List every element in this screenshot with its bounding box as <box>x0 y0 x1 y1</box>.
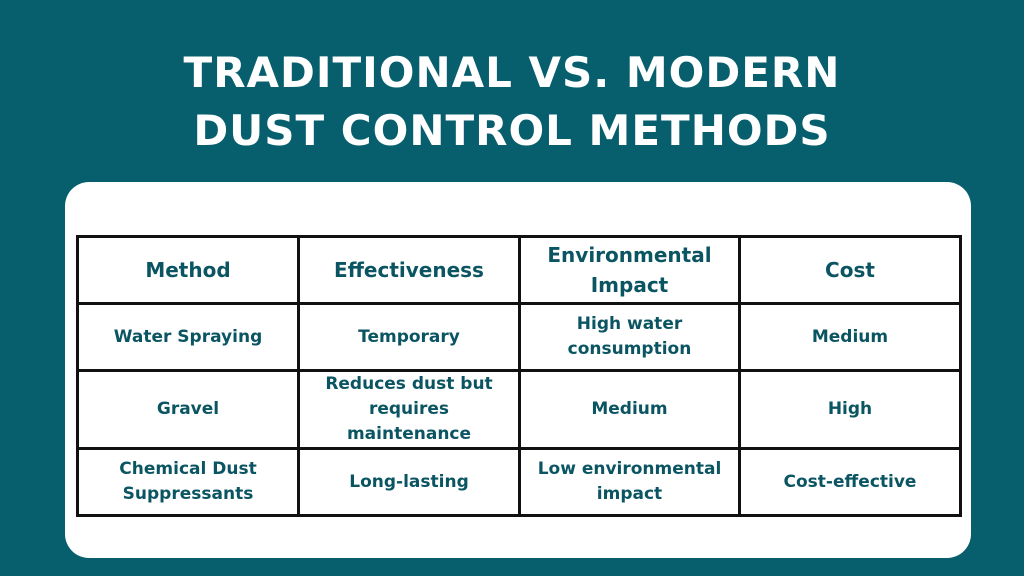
cell-method: Gravel <box>76 369 300 450</box>
cell-method: Water Spraying <box>76 302 300 372</box>
page-title-line-1: TRADITIONAL VS. MODERN <box>183 48 841 97</box>
table-row: Chemical Dust Suppressants Long-lasting … <box>76 447 962 517</box>
cell-environmental-impact: High water consumption <box>518 302 741 372</box>
table-row: Gravel Reduces dust but requires mainten… <box>76 369 962 450</box>
cell-effectiveness: Long-lasting <box>297 447 521 517</box>
page-title-line-2: DUST CONTROL METHODS <box>193 106 831 155</box>
header-cost: Cost <box>738 235 962 305</box>
cell-environmental-impact: Low environmental impact <box>518 447 741 517</box>
header-environmental-impact: Environmental Impact <box>518 235 741 305</box>
cell-cost: High <box>738 369 962 450</box>
cell-cost: Medium <box>738 302 962 372</box>
page-title: TRADITIONAL VS. MODERN DUST CONTROL METH… <box>0 44 1024 160</box>
cell-environmental-impact: Medium <box>518 369 741 450</box>
cell-effectiveness: Temporary <box>297 302 521 372</box>
table-header-row: Method Effectiveness Environmental Impac… <box>76 235 962 305</box>
header-method: Method <box>76 235 300 305</box>
header-effectiveness: Effectiveness <box>297 235 521 305</box>
table-row: Water Spraying Temporary High water cons… <box>76 302 962 372</box>
cell-effectiveness: Reduces dust but requires maintenance <box>297 369 521 450</box>
cell-method: Chemical Dust Suppressants <box>76 447 300 517</box>
cell-cost: Cost-effective <box>738 447 962 517</box>
comparison-table: Method Effectiveness Environmental Impac… <box>76 235 962 517</box>
